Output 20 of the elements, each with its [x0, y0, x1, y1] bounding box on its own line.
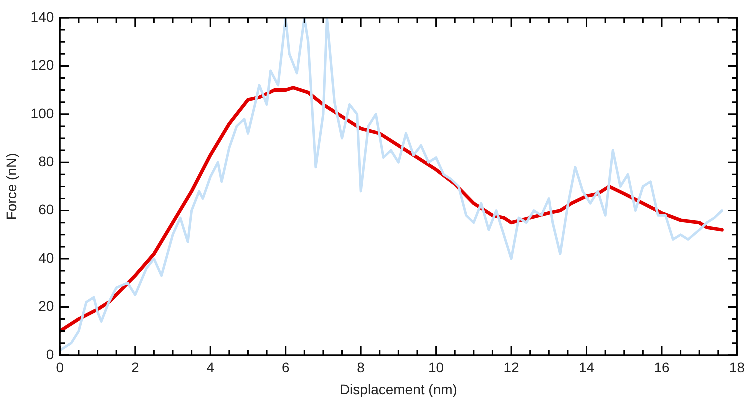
x-tick-label: 18 — [729, 360, 746, 376]
y-tick-label: 40 — [38, 250, 54, 266]
y-tick-label: 120 — [30, 57, 54, 74]
x-tick-label: 10 — [428, 360, 444, 376]
y-tick-label: 20 — [38, 298, 54, 314]
x-tick-label: 8 — [357, 360, 366, 376]
x-tick-label: 6 — [282, 360, 290, 376]
y-tick-label: 60 — [38, 202, 54, 218]
y-axis-title: Force (nN) — [3, 153, 20, 220]
y-tick-label: 0 — [46, 346, 54, 362]
x-tick-label: 12 — [504, 360, 520, 376]
x-tick-label: 2 — [131, 360, 140, 376]
x-tick-label: 0 — [56, 360, 64, 376]
x-tick-label: 14 — [578, 360, 595, 376]
y-tick-label: 140 — [30, 8, 54, 25]
x-axis-title: Displacement (nm) — [340, 381, 458, 398]
x-tick-label: 16 — [654, 360, 670, 376]
y-tick-label: 80 — [38, 153, 54, 170]
x-tick-label: 4 — [206, 360, 215, 376]
y-tick-label: 100 — [30, 105, 54, 122]
